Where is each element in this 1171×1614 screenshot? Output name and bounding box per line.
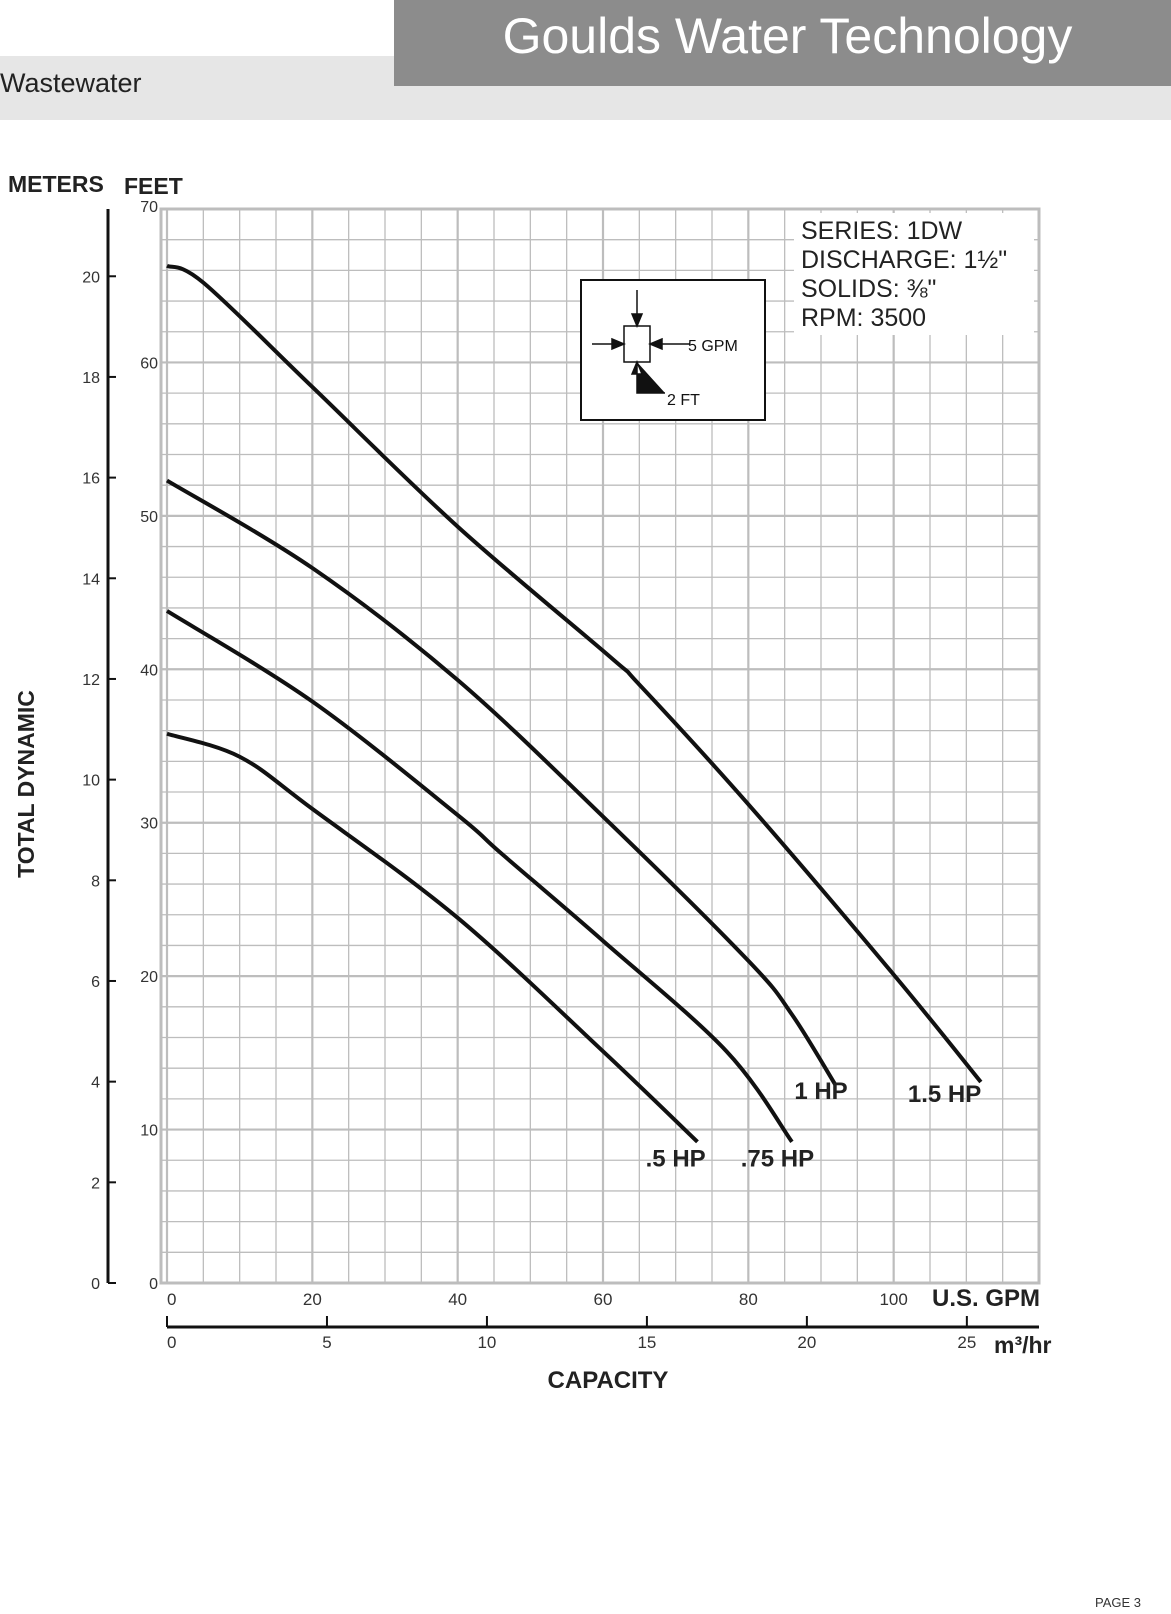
meters-tick-label: 12	[82, 672, 100, 689]
brand-title: Goulds Water Technology	[394, 0, 1171, 86]
m3hr-tick-label: 0	[167, 1333, 176, 1352]
grid-legend-cell	[623, 325, 651, 363]
m3hr-tick-label: 5	[322, 1333, 331, 1352]
grid-legend-ft: 2 FT	[667, 392, 700, 409]
info-line: SOLIDS: ⅜"	[801, 275, 936, 303]
curve-75HPhp	[165, 609, 794, 1144]
page-number: PAGE 3	[1094, 1595, 1141, 1610]
curve-5HPhp	[166, 731, 699, 1144]
info-line: SERIES: 1DW	[801, 217, 963, 245]
section-label: Wastewater	[0, 68, 142, 98]
curve-1HPhp	[165, 478, 838, 1087]
curve-label: 1 HP	[794, 1078, 847, 1105]
m3hr-tick-label: 25	[957, 1333, 976, 1352]
x-tick-label: 60	[594, 1290, 613, 1309]
y-tick-label: 30	[140, 816, 158, 833]
meters-tick-label: 8	[91, 873, 100, 890]
y-tick-label: 70	[140, 199, 158, 216]
grid-legend-gpm: 5 GPM	[688, 338, 738, 355]
meters-tick-label: 4	[91, 1075, 100, 1092]
curve-label: .75 HP	[741, 1145, 814, 1172]
x-tick-label: 20	[303, 1290, 322, 1309]
y-tick-label: 60	[140, 355, 158, 372]
x-axis-title: CAPACITY	[548, 1367, 669, 1394]
x-tick-label: 80	[739, 1290, 758, 1309]
m3hr-tick-label: 10	[477, 1333, 496, 1352]
info-line: DISCHARGE: 1½"	[801, 246, 1007, 274]
y-tick-label: 0	[149, 1276, 158, 1293]
curve-label: 1.5 HP	[908, 1081, 981, 1108]
meters-label: METERS	[8, 171, 104, 197]
m3hr-tick-label: 15	[637, 1333, 656, 1352]
curve-label: .5 HP	[646, 1145, 706, 1172]
y-tick-label: 10	[140, 1123, 158, 1140]
gpm-unit-label: U.S. GPM	[932, 1285, 1040, 1312]
info-box	[794, 213, 1034, 335]
grid-legend-box	[580, 279, 766, 421]
meters-tick-label: 14	[82, 571, 100, 588]
m3hr-tick-label: 20	[797, 1333, 816, 1352]
meters-tick-label: 10	[82, 773, 100, 790]
meters-tick-label: 18	[82, 370, 100, 387]
y-axis-title: TOTAL DYNAMIC	[13, 690, 39, 878]
curve-15HPhp	[166, 263, 983, 1084]
x-tick-label: 40	[448, 1290, 467, 1309]
x-tick-label: 0	[167, 1290, 176, 1309]
meters-tick-label: 6	[91, 974, 100, 991]
meters-tick-label: 16	[82, 471, 100, 488]
plot-frame	[159, 207, 1041, 1285]
grid-legend-arrows	[592, 290, 690, 394]
feet-label: FEET	[124, 173, 183, 199]
info-line: RPM: 3500	[801, 304, 926, 332]
meters-tick-label: 2	[91, 1175, 100, 1192]
x-tick-label: 100	[879, 1290, 907, 1309]
y-tick-label: 40	[140, 662, 158, 679]
y-tick-label: 50	[140, 509, 158, 526]
m3hr-unit-label: m³/hr	[994, 1332, 1052, 1358]
meters-tick-label: 20	[82, 269, 100, 286]
y-tick-label: 20	[140, 969, 158, 986]
meters-tick-label: 0	[91, 1276, 100, 1293]
